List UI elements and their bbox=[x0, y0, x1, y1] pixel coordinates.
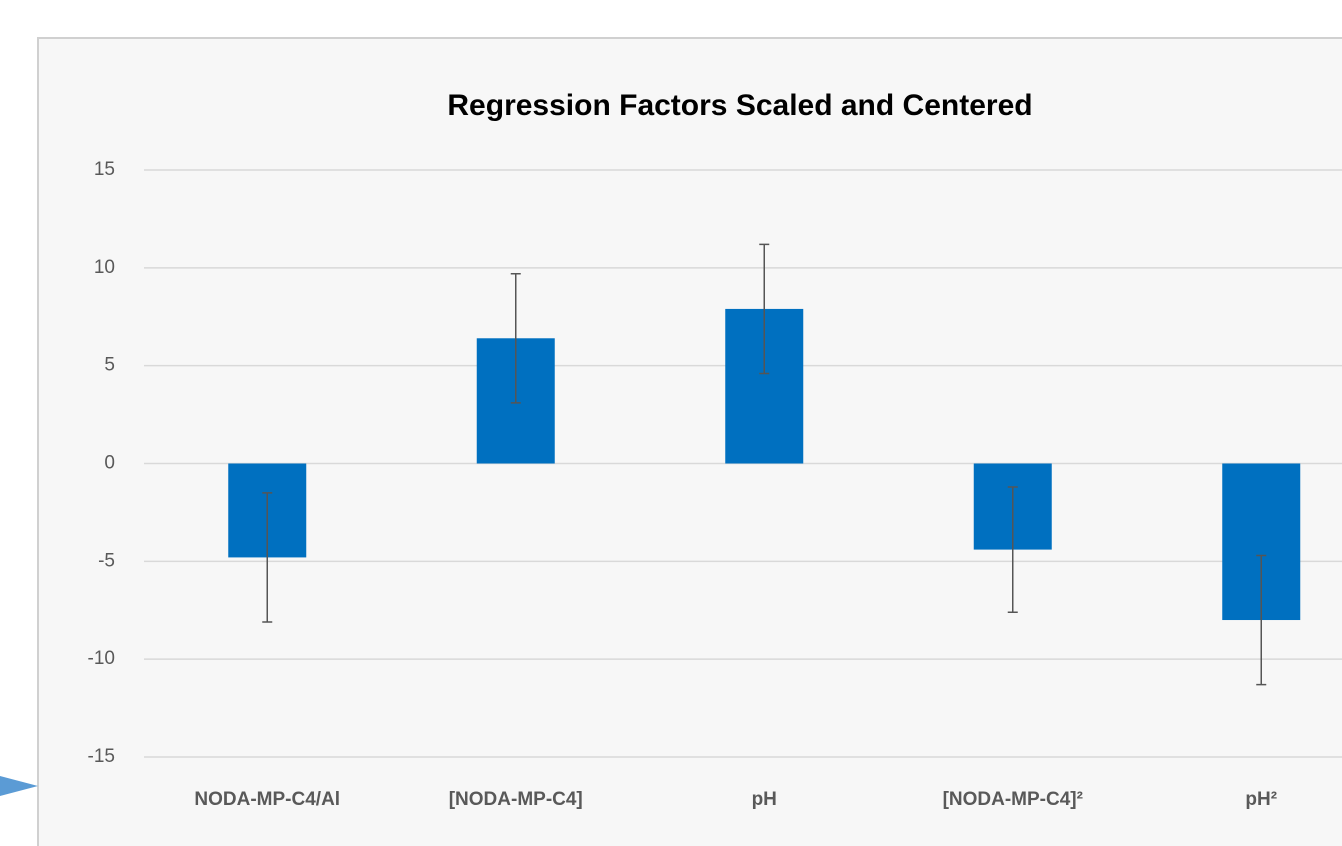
x-tick-label: pH bbox=[752, 789, 777, 810]
error-bar bbox=[1007, 486, 1018, 613]
y-tick-label: 10 bbox=[94, 257, 115, 278]
y-tick-label: 5 bbox=[104, 355, 115, 376]
y-tick-label: 0 bbox=[104, 453, 115, 474]
x-tick-label: [NODA-MP-C4]² bbox=[943, 789, 1083, 810]
error-bar bbox=[510, 272, 521, 404]
pointer-icon bbox=[0, 776, 38, 796]
y-tick-label: -10 bbox=[88, 648, 115, 669]
y-tick-label: -15 bbox=[88, 746, 115, 767]
error-bar bbox=[1256, 554, 1267, 686]
x-tick-label: pH² bbox=[1245, 789, 1277, 810]
x-tick-label: NODA-MP-C4/Al bbox=[194, 789, 340, 810]
chart-frame bbox=[37, 37, 1342, 846]
y-tick-label: 15 bbox=[94, 159, 115, 180]
chart-title: Regression Factors Scaled and Centered bbox=[447, 89, 1032, 122]
x-tick-label: [NODA-MP-C4] bbox=[449, 789, 583, 810]
error-bar bbox=[262, 492, 273, 623]
error-bar bbox=[759, 243, 770, 375]
y-tick-label: -5 bbox=[98, 550, 115, 571]
